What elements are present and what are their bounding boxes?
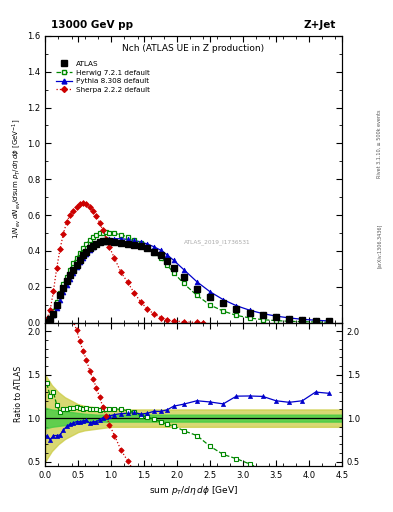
Text: Rivet 3.1.10, ≥ 500k events: Rivet 3.1.10, ≥ 500k events <box>377 109 382 178</box>
Y-axis label: $1/N_\mathrm{ev}\ dN_\mathrm{ev}/d$sum $p_T/d\eta\,d\phi$ [GeV$^{-1}$]: $1/N_\mathrm{ev}\ dN_\mathrm{ev}/d$sum $… <box>10 119 23 240</box>
Text: ATLAS_2019_I1736531: ATLAS_2019_I1736531 <box>184 240 251 245</box>
Y-axis label: Ratio to ATLAS: Ratio to ATLAS <box>14 366 23 422</box>
Text: 13000 GeV pp: 13000 GeV pp <box>51 20 133 30</box>
Text: [arXiv:1306.3436]: [arXiv:1306.3436] <box>377 224 382 268</box>
Legend: ATLAS, Herwig 7.2.1 default, Pythia 8.308 default, Sherpa 2.2.2 default: ATLAS, Herwig 7.2.1 default, Pythia 8.30… <box>55 59 151 94</box>
Text: Z+Jet: Z+Jet <box>304 20 336 30</box>
X-axis label: sum $p_T/d\eta\,d\phi$ [GeV]: sum $p_T/d\eta\,d\phi$ [GeV] <box>149 484 238 497</box>
Text: Nch (ATLAS UE in Z production): Nch (ATLAS UE in Z production) <box>123 45 264 53</box>
